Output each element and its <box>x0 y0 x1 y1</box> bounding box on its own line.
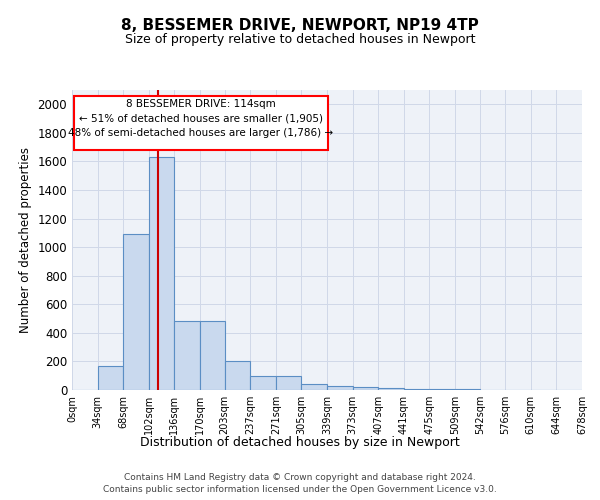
Text: 8 BESSEMER DRIVE: 114sqm
← 51% of detached houses are smaller (1,905)
48% of sem: 8 BESSEMER DRIVE: 114sqm ← 51% of detach… <box>68 98 333 138</box>
Bar <box>327 386 353 390</box>
Text: Contains HM Land Registry data © Crown copyright and database right 2024.: Contains HM Land Registry data © Crown c… <box>124 473 476 482</box>
Text: Size of property relative to detached houses in Newport: Size of property relative to detached ho… <box>125 32 475 46</box>
Bar <box>224 362 250 390</box>
Y-axis label: Number of detached properties: Number of detached properties <box>19 147 32 333</box>
Bar <box>250 376 276 390</box>
Text: Distribution of detached houses by size in Newport: Distribution of detached houses by size … <box>140 436 460 449</box>
Bar <box>378 388 404 390</box>
FancyBboxPatch shape <box>74 96 328 150</box>
Bar <box>404 388 430 390</box>
Bar <box>200 322 224 390</box>
Text: 8, BESSEMER DRIVE, NEWPORT, NP19 4TP: 8, BESSEMER DRIVE, NEWPORT, NP19 4TP <box>121 18 479 32</box>
Bar <box>301 384 327 390</box>
Bar <box>276 376 301 390</box>
Bar <box>175 322 200 390</box>
Bar <box>98 366 123 390</box>
Bar <box>123 234 149 390</box>
Bar <box>353 387 378 390</box>
Text: Contains public sector information licensed under the Open Government Licence v3: Contains public sector information licen… <box>103 486 497 494</box>
Bar <box>149 157 175 390</box>
